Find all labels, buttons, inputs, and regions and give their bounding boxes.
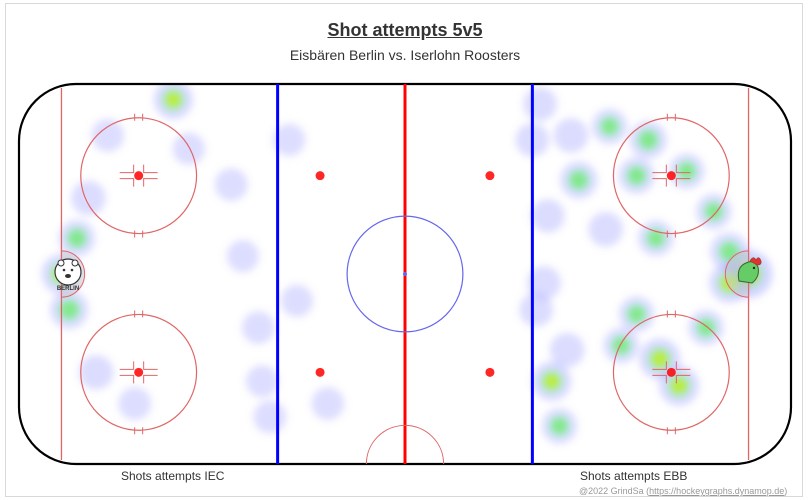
heat-point-iec-11 (241, 311, 275, 344)
center-dot (403, 272, 407, 276)
heat-point-iec-14 (273, 123, 306, 156)
rink-boards (17, 82, 793, 466)
faceoff-l-mark-1-3 (143, 374, 158, 384)
bear-eye-left (62, 268, 66, 272)
heat-point-ebb-14 (588, 212, 623, 247)
heat-point-iec-13 (253, 400, 287, 434)
bear-eye-right (70, 268, 74, 272)
heat-point-iec-3 (71, 180, 106, 216)
faceoff-l-mark-0-1 (143, 164, 158, 174)
chart-title: Shot attempts 5v5 (327, 20, 483, 40)
neutral-dot-2 (485, 171, 495, 181)
heat-point-iec-9 (214, 168, 248, 201)
faceoff-l-mark-2-1 (675, 164, 691, 174)
center-circle (346, 215, 464, 333)
heat-core-ebb-18 (549, 416, 569, 436)
faceoff-dot-1 (134, 367, 144, 377)
heat-core-ebb-13 (600, 117, 620, 136)
bear-nose (65, 274, 71, 278)
neutral-dot-1 (315, 367, 325, 377)
heat-hot-iec-7 (166, 92, 181, 107)
heat-hot-ebb-19 (544, 373, 560, 389)
faceoff-l-mark-2-3 (675, 178, 691, 187)
faceoff-l-mark-3-2 (652, 374, 667, 384)
rooster-comb-icon (749, 257, 762, 266)
heat-point-ebb-16 (553, 118, 589, 153)
faceoff-l-mark-3-3 (675, 374, 691, 384)
credit-prefix: @2022 GrindSa ( (579, 486, 650, 496)
heat-core-ebb-4 (696, 318, 716, 338)
heat-core-ebb-11 (627, 304, 647, 324)
faceoff-circle-2 (612, 117, 730, 235)
credit-text: @2022 GrindSa (https://hockeygraphs.dyna… (579, 486, 787, 496)
faceoff-l-mark-3-1 (675, 361, 691, 370)
faceoff-dot-3 (666, 367, 676, 377)
credit-suffix: ) (784, 486, 788, 496)
faceoff-circle-0 (80, 117, 198, 235)
faceoff-l-mark-0-2 (119, 178, 135, 187)
heat-core-ebb-15 (568, 170, 589, 191)
heat-hot-ebb-7 (652, 351, 668, 367)
heat-point-iec-4 (78, 355, 114, 390)
label-shots-iec: Shots attempts IEC (121, 469, 225, 483)
faceoff-l-mark-1-1 (143, 361, 158, 370)
bear-ear-left (57, 259, 65, 267)
heat-point-iec-12 (246, 365, 279, 398)
faceoff-l-mark-1-2 (119, 374, 135, 384)
label-shots-ebb: Shots attempts EBB (580, 469, 688, 483)
chart-frame (5, 3, 803, 497)
heatmap-layer (41, 84, 773, 444)
heat-core-iec-2 (67, 228, 87, 248)
referee-crease (365, 424, 445, 465)
credit-link[interactable]: https://hockeygraphs.dynamop.de (649, 486, 785, 496)
faceoff-l-mark-2-2 (652, 178, 667, 187)
heat-hot-ebb-6 (671, 378, 687, 394)
faceoff-l-mark-3-0 (652, 361, 667, 370)
berlin-logo-text: BERLIN (57, 286, 79, 292)
goal-crease-right (724, 250, 750, 298)
rooster-eye (752, 266, 756, 270)
heat-point-iec-15 (280, 284, 314, 317)
heat-point-ebb-17 (549, 332, 585, 368)
neutral-dot-0 (315, 171, 325, 181)
faceoff-l-mark-0-0 (119, 164, 135, 174)
heat-point-ebb-22 (523, 87, 557, 121)
chart-subtitle: Eisbären Berlin vs. Iserlohn Roosters (289, 47, 521, 63)
team-logos: BERLIN (54, 257, 762, 292)
heat-core-iec-1 (58, 299, 80, 320)
heat-point-iec-8 (172, 132, 205, 165)
faceoff-circle-1 (80, 313, 198, 431)
heat-core-ebb-3 (704, 201, 724, 221)
faceoff-l-mark-1-0 (119, 361, 135, 370)
heat-core-ebb-9 (638, 129, 659, 150)
heat-point-ebb-21 (527, 266, 561, 300)
heat-point-iec-10 (226, 240, 259, 273)
heat-point-iec-16 (311, 387, 345, 420)
heat-core-ebb-10 (626, 165, 647, 186)
neutral-dot-3 (485, 367, 495, 377)
bear-ear-right (71, 259, 79, 267)
heat-point-ebb-23 (519, 292, 554, 327)
faceoff-dot-2 (666, 171, 676, 181)
heat-core-ebb-8 (646, 228, 666, 248)
faceoff-l-mark-0-3 (143, 178, 158, 187)
faceoff-dot-0 (134, 171, 144, 181)
heat-point-iec-6 (118, 387, 152, 420)
heat-core-ebb-5 (677, 161, 697, 181)
heat-point-iec-5 (91, 119, 125, 152)
faceoff-circle-3 (612, 313, 730, 431)
heat-point-ebb-20 (531, 199, 565, 233)
faceoff-l-mark-2-0 (652, 164, 667, 174)
heat-core-ebb-12 (611, 336, 631, 355)
